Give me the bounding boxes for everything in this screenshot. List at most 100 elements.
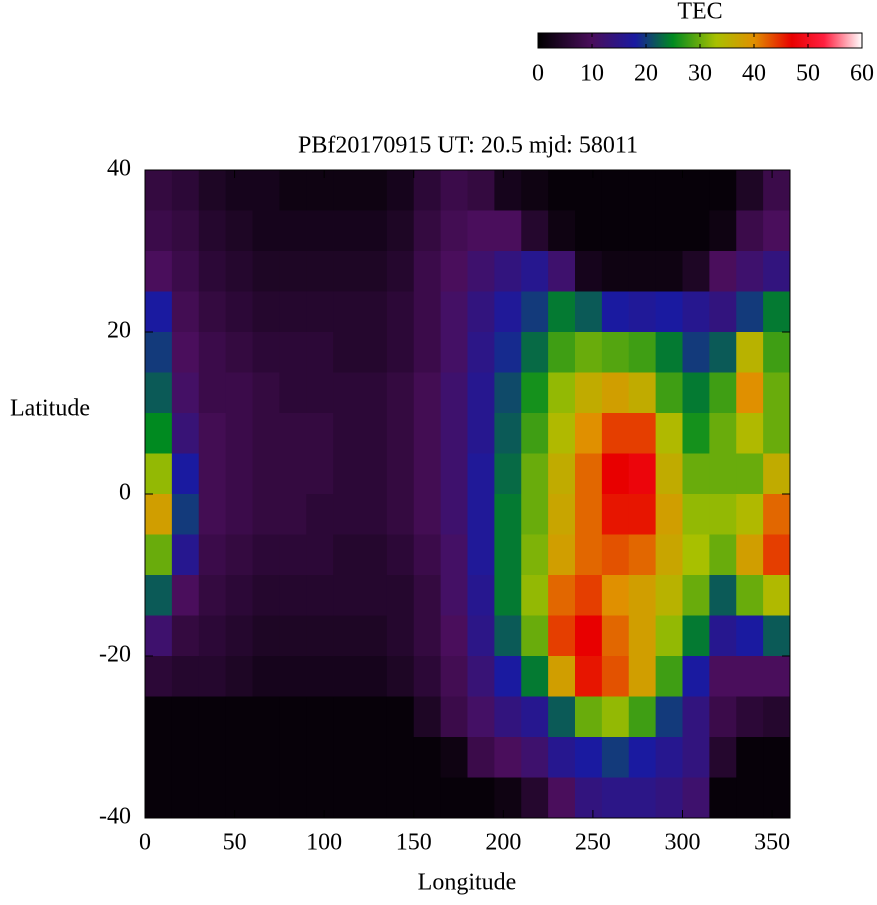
heatmap-cell bbox=[763, 210, 791, 252]
heatmap-cell bbox=[628, 210, 657, 252]
heatmap-cell bbox=[145, 615, 173, 657]
heatmap-cell bbox=[548, 656, 576, 697]
heatmap-cell bbox=[252, 170, 280, 211]
heatmap-cell bbox=[575, 170, 603, 211]
heatmap-cell bbox=[360, 494, 388, 535]
heatmap-cell bbox=[494, 777, 522, 819]
heatmap-cell bbox=[467, 737, 495, 778]
heatmap-cell bbox=[548, 291, 576, 333]
heatmap-cell bbox=[682, 494, 710, 535]
colorbar-tick-label: 30 bbox=[688, 61, 712, 87]
heatmap-cell bbox=[252, 453, 280, 495]
colorbar-tick-label: 10 bbox=[580, 61, 604, 87]
heatmap-cell bbox=[440, 453, 468, 495]
heatmap-cell bbox=[360, 777, 388, 819]
heatmap-cell bbox=[279, 615, 307, 657]
heatmap-cell bbox=[628, 494, 657, 535]
heatmap-cell bbox=[628, 453, 657, 495]
heatmap-cell bbox=[682, 575, 710, 616]
heatmap-cell bbox=[440, 210, 468, 252]
heatmap-cell bbox=[655, 656, 683, 697]
heatmap-cell bbox=[736, 453, 764, 495]
heatmap-cell bbox=[413, 656, 442, 697]
heatmap-cell bbox=[306, 291, 334, 333]
heatmap-cell bbox=[575, 413, 603, 454]
heatmap-cell bbox=[171, 777, 200, 819]
heatmap-cell bbox=[440, 737, 468, 778]
heatmap-cell bbox=[709, 372, 737, 414]
heatmap-cell bbox=[252, 737, 280, 778]
heatmap-cell bbox=[467, 453, 495, 495]
heatmap-cell bbox=[225, 777, 253, 819]
heatmap-cell bbox=[494, 291, 522, 333]
heatmap-cell bbox=[333, 210, 361, 252]
heatmap-cell bbox=[682, 615, 710, 657]
heatmap-cell bbox=[171, 534, 200, 576]
y-axis-label: Latitude bbox=[10, 396, 90, 422]
heatmap-cell bbox=[225, 413, 253, 454]
heatmap-cell bbox=[360, 332, 388, 373]
heatmap-cell bbox=[548, 453, 576, 495]
heatmap-cell bbox=[655, 372, 683, 414]
heatmap-cell bbox=[279, 170, 307, 211]
heatmap-cell bbox=[575, 372, 603, 414]
heatmap-cell bbox=[279, 251, 307, 292]
heatmap-cell bbox=[601, 575, 630, 616]
heatmap-cell bbox=[306, 210, 334, 252]
heatmap-cell bbox=[171, 170, 200, 211]
heatmap-cell bbox=[198, 453, 227, 495]
y-tick-label: 40 bbox=[107, 156, 131, 182]
heatmap-cell bbox=[171, 696, 200, 738]
heatmap-cell bbox=[279, 372, 307, 414]
heatmap-cell bbox=[521, 696, 549, 738]
heatmap-cell bbox=[386, 696, 415, 738]
heatmap-cell bbox=[279, 210, 307, 252]
heatmap-cell bbox=[655, 453, 683, 495]
heatmap-cell bbox=[521, 534, 549, 576]
heatmap-cell bbox=[440, 372, 468, 414]
heatmap-cell bbox=[386, 291, 415, 333]
heatmap-cell bbox=[467, 372, 495, 414]
heatmap-cell bbox=[575, 534, 603, 576]
heatmap-cell bbox=[145, 332, 173, 373]
heatmap-cell bbox=[252, 210, 280, 252]
heatmap-cell bbox=[548, 170, 576, 211]
heatmap-cell bbox=[225, 210, 253, 252]
heatmap-cell bbox=[467, 251, 495, 292]
heatmap-cell bbox=[145, 453, 173, 495]
colorbar-tick-label: 40 bbox=[742, 61, 766, 87]
heatmap-cell bbox=[763, 656, 791, 697]
heatmap-cell bbox=[279, 494, 307, 535]
heatmap-cell bbox=[655, 737, 683, 778]
heatmap-cell bbox=[413, 210, 442, 252]
heatmap-cell bbox=[709, 575, 737, 616]
heatmap-cell bbox=[252, 575, 280, 616]
heatmap-cell bbox=[198, 210, 227, 252]
heatmap-cell bbox=[601, 777, 630, 819]
heatmap-cell bbox=[682, 656, 710, 697]
colorbar-tick-label: 50 bbox=[796, 61, 820, 87]
heatmap-cell bbox=[467, 291, 495, 333]
y-tick-label: 20 bbox=[107, 318, 131, 344]
x-tick-label: 350 bbox=[754, 830, 790, 856]
heatmap-cell bbox=[682, 413, 710, 454]
heatmap-cell bbox=[575, 615, 603, 657]
colorbar-tick-label: 60 bbox=[850, 61, 874, 87]
heatmap-cell bbox=[763, 413, 791, 454]
heatmap-cell bbox=[548, 696, 576, 738]
heatmap-cell bbox=[655, 777, 683, 819]
heatmap-cell bbox=[198, 696, 227, 738]
heatmap-cell bbox=[682, 696, 710, 738]
heatmap-cell bbox=[252, 696, 280, 738]
heatmap-cell bbox=[440, 170, 468, 211]
heatmap-cell bbox=[386, 332, 415, 373]
heatmap-cell bbox=[575, 453, 603, 495]
y-tick-label: -20 bbox=[99, 642, 131, 668]
x-tick-label: 50 bbox=[223, 830, 247, 856]
heatmap-cell bbox=[575, 777, 603, 819]
heatmap-cell bbox=[682, 453, 710, 495]
heatmap-cell bbox=[171, 210, 200, 252]
heatmap-cell bbox=[279, 453, 307, 495]
heatmap-cell bbox=[709, 656, 737, 697]
heatmap-cell bbox=[575, 494, 603, 535]
